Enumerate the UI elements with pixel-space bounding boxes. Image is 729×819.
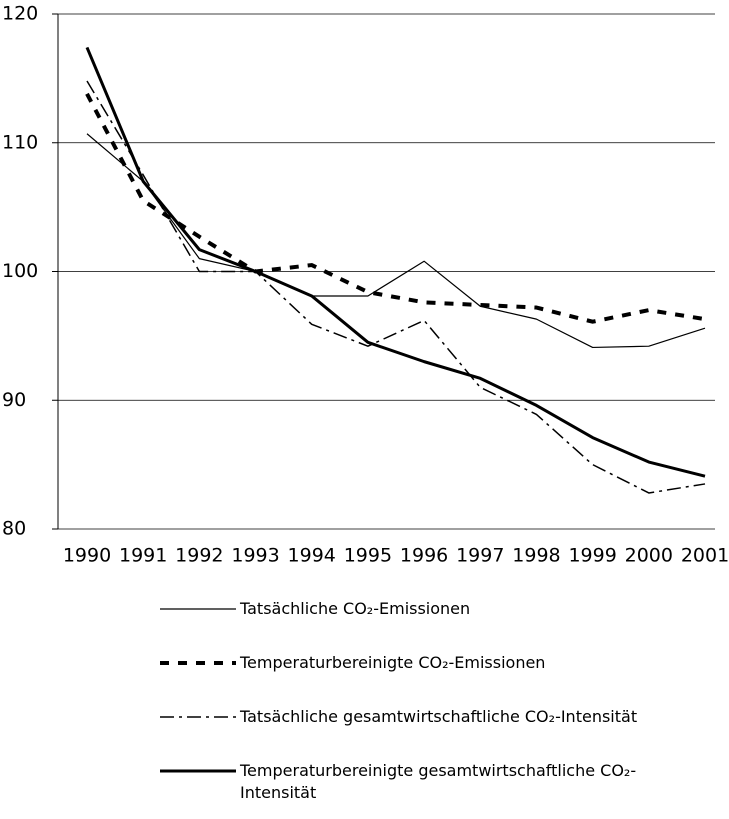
series-line	[85, 46, 706, 478]
chart: 80 90 100 110 120 1990 1991 1992 1993 1994 1995 199…	[2, 3, 729, 567]
x-tick-label: 1993	[231, 545, 279, 567]
x-tick-label: 1995	[344, 545, 392, 567]
series-line	[86, 80, 706, 494]
x-tick-label: 1998	[512, 545, 560, 567]
legend-entry: Tatsächliche CO₂-Emissionen	[160, 598, 700, 652]
x-tick-label: 1992	[175, 545, 223, 567]
y-tick-label: 90	[2, 389, 26, 411]
legend-entry: Temperaturbereinigte gesamtwirtschaftlic…	[160, 760, 700, 814]
legend-label: Tatsächliche gesamtwirtschaftliche CO₂-I…	[240, 707, 638, 726]
x-tick-label: 1997	[456, 545, 504, 567]
x-tick-label: 1999	[568, 545, 616, 567]
legend-label: Temperaturbereinigte CO₂-Emissionen	[240, 653, 546, 672]
y-tick-label: 110	[2, 131, 38, 153]
legend-entry: Tatsächliche gesamtwirtschaftliche CO₂-I…	[160, 706, 700, 760]
legend-swatch	[160, 608, 236, 610]
legend-entry: Temperaturbereinigte CO₂-Emissionen	[160, 652, 700, 706]
x-tick-label: 1990	[63, 545, 111, 567]
x-tick-label: 2001	[681, 545, 729, 567]
x-tick-label: 2000	[625, 545, 673, 567]
x-tick-label: 1996	[400, 545, 448, 567]
legend-swatch	[160, 716, 236, 718]
legend: Tatsächliche CO₂-Emissionen Temperaturber…	[160, 598, 700, 814]
legend-label: Temperaturbereinigte gesamtwirtschaftlic…	[240, 761, 637, 802]
y-tick-label: 80	[2, 518, 26, 540]
legend-swatch	[160, 769, 236, 773]
y-tick-label: 100	[2, 260, 38, 282]
series-line	[86, 133, 706, 349]
series-line	[85, 92, 706, 324]
legend-label: Tatsächliche CO₂-Emissionen	[240, 599, 471, 618]
y-tick-label: 120	[2, 3, 38, 25]
x-tick-label: 1991	[119, 545, 167, 567]
legend-swatch	[160, 661, 236, 665]
x-tick-label: 1994	[288, 545, 336, 567]
